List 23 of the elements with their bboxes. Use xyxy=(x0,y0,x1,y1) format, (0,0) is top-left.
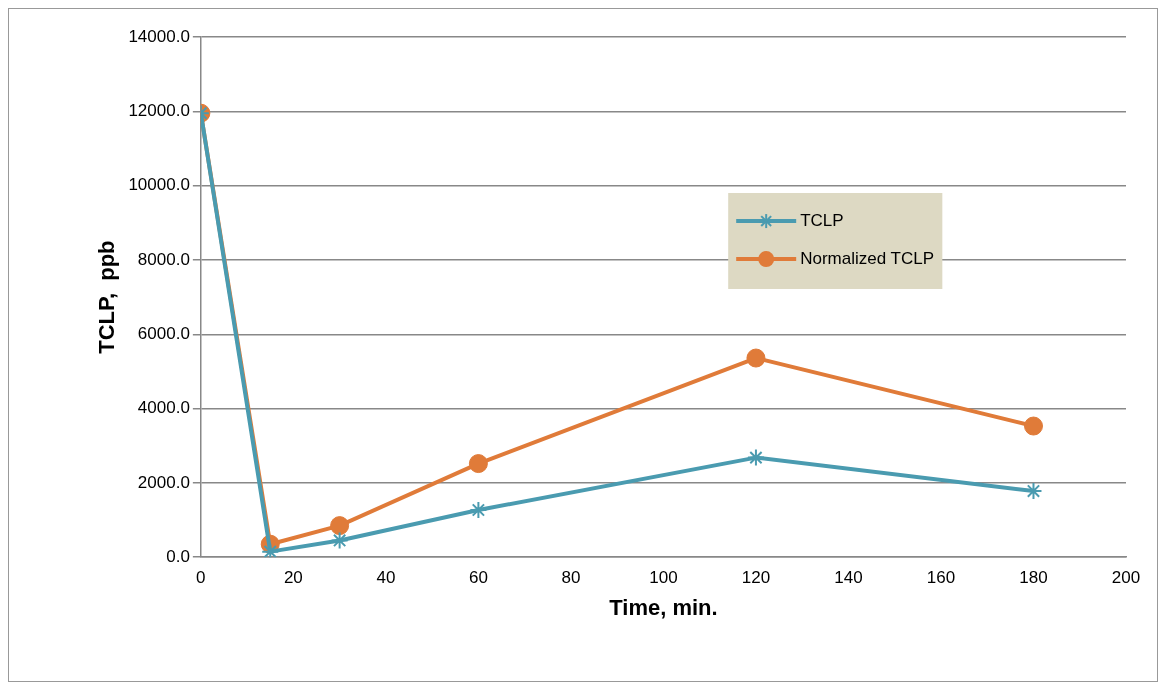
y-tick-label: 6000.0 xyxy=(137,323,190,343)
x-tick-label: 100 xyxy=(649,568,678,588)
y-tick-label: 12000.0 xyxy=(128,101,190,120)
x-tick-label: 20 xyxy=(283,568,303,588)
x-tick-label: 180 xyxy=(1019,568,1048,588)
x-tick-label: 80 xyxy=(561,568,581,588)
legend-label: TCLP xyxy=(800,210,844,230)
x-tick-label: 200 xyxy=(1111,568,1141,588)
y-tick-label: 2000.0 xyxy=(137,472,190,492)
y-tick-label: 0.0 xyxy=(166,546,190,566)
x-tick-label: 0 xyxy=(196,568,206,588)
y-axis-title: TCLP, ppb xyxy=(94,240,120,354)
x-tick-label: 60 xyxy=(468,568,488,588)
y-tick-label: 10000.0 xyxy=(128,175,190,195)
y-tick-label: 4000.0 xyxy=(137,398,190,418)
x-axis-title: Time, min. xyxy=(609,594,718,620)
x-tick-label: 140 xyxy=(834,568,863,588)
y-tick-label: 8000.0 xyxy=(137,249,190,269)
x-tick-label: 40 xyxy=(376,568,396,588)
legend-label: Normalized TCLP xyxy=(800,248,935,268)
y-tick-label: 14000.0 xyxy=(128,26,190,46)
x-tick-label: 160 xyxy=(926,568,956,588)
x-tick-label: 120 xyxy=(741,568,771,588)
